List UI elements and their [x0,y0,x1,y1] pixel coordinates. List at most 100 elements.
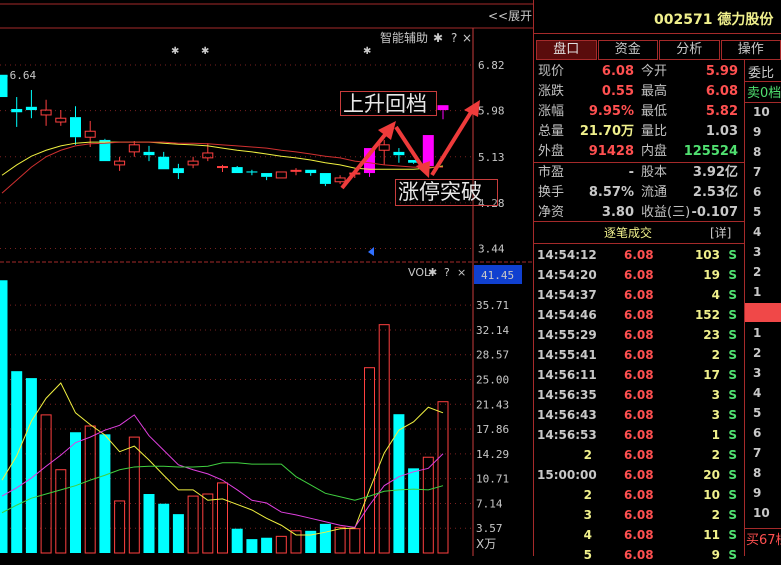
buy-level[interactable]: 4 [753,386,761,400]
expand-button[interactable]: <<展开 [488,9,532,23]
buy-level[interactable]: 9 [753,486,761,500]
tick-row: 14:55:41 6.08 2 S [534,345,742,365]
buy-level[interactable]: 6 [753,426,761,440]
tick-side: S [728,465,737,485]
vol-tick: 21.43 [476,398,509,411]
tick-time: 14:56:43 [537,405,597,425]
quote-value: 3.92亿 [693,163,738,183]
candle [320,173,331,186]
tab-funds[interactable]: 资金 [598,40,659,60]
kline-chart[interactable]: <<展开 智能辅助 ✱ ? × ✱ ✱ ✱ -6.64 6.825.985.13… [0,0,533,556]
sell-level[interactable]: 10 [753,105,770,119]
gear-icon[interactable]: ✱ [428,266,437,279]
tick-time: 14:55:41 [537,345,597,365]
close-icon[interactable]: × [457,266,466,279]
buy-level[interactable]: 8 [753,466,761,480]
candle [11,97,22,127]
sell-level[interactable]: 2 [753,265,761,279]
tick-side: S [728,445,737,465]
tick-seq: 2 [584,445,592,465]
buy-level[interactable]: 1 [753,326,761,340]
star-icon: ✱ [363,46,371,57]
vol-tick: 3.57 [476,522,503,535]
tab-operate[interactable]: 操作 [721,40,781,60]
tick-row: 14:56:35 6.08 3 S [534,385,742,405]
star-markers: ✱ ✱ ✱ [171,46,371,57]
tick-time: 14:56:11 [537,365,597,385]
tick-row: 5 6.08 9 S [534,545,742,565]
price-tick: 3.44 [478,243,505,256]
tick-time: 14:54:46 [537,305,597,325]
max-price-marker: -6.64 [3,69,36,82]
candle [26,90,37,118]
quote-label: 总量 [538,122,564,142]
tick-volume: 17 [703,365,720,385]
volume-bar [393,414,404,553]
tab-analysis[interactable]: 分析 [659,40,720,60]
sell-level[interactable]: 9 [753,125,761,139]
help-icon[interactable]: ? [444,266,450,279]
volume-bar [438,402,448,553]
gear-icon[interactable]: ✱ [433,31,443,45]
quote-value: 9.95% [589,102,634,122]
tick-volume: 152 [695,305,720,325]
tick-price: 6.08 [624,485,654,505]
candle [305,170,316,176]
quote-label: 净资 [538,203,564,223]
volume-bar [276,536,286,553]
tick-volume: 1 [712,425,720,445]
tick-price: 6.08 [624,545,654,565]
buy-level[interactable]: 2 [753,346,761,360]
quote-value: 6.08 [602,62,634,82]
stock-name: 德力股份 [717,12,773,28]
tick-row: 2 6.08 2 S [534,445,742,465]
star-icon: ✱ [201,46,209,57]
tick-time: 14:56:35 [537,385,597,405]
quote-value: 8.57% [589,183,634,203]
volume-bar [158,504,169,553]
sell-level[interactable]: 5 [753,205,761,219]
sell-level[interactable]: 1 [753,285,761,299]
sell-level[interactable]: 3 [753,245,761,259]
tick-price: 6.08 [624,465,654,485]
buy-level[interactable]: 3 [753,366,761,380]
sell-level[interactable]: 6 [753,185,761,199]
help-icon[interactable]: ? [451,31,457,45]
quote-label: 外盘 [538,142,564,162]
quote-row: 换手 8.57% 流通 2.53亿 [534,183,742,203]
stock-code: 002571 [654,12,712,28]
vol-ma-line [2,383,443,535]
sell-level[interactable]: 7 [753,165,761,179]
tab-pankou[interactable]: 盘口 [536,40,597,60]
vol-tick: 28.57 [476,349,509,362]
buy-level[interactable]: 10 [753,506,770,520]
volume-bar [203,494,213,553]
buy-level[interactable]: 5 [753,406,761,420]
assist-label[interactable]: 智能辅助 [380,30,428,45]
close-icon[interactable]: × [462,31,472,45]
buy-level[interactable]: 7 [753,446,761,460]
tick-time: 14:54:37 [537,285,597,305]
tick-volume: 19 [703,265,720,285]
tick-price: 6.08 [624,245,654,265]
sell-levels-label: 卖0档 [747,82,781,101]
tick-volume: 2 [712,505,720,525]
tick-side: S [728,545,737,565]
candle [218,165,228,172]
buy-levels-label: 买67档 [746,529,781,548]
sell-level[interactable]: 8 [753,145,761,159]
sell-level[interactable]: 4 [753,225,761,239]
quote-row: 总量 21.70万 量比 1.03 [534,122,742,142]
price-tick: 5.13 [478,151,505,164]
tick-row: 14:56:43 6.08 3 S [534,405,742,425]
tick-side: S [728,305,737,325]
quote-value: 5.99 [706,62,738,82]
tick-side: S [728,385,737,405]
volume-bar [129,437,139,553]
tick-volume: 103 [695,245,720,265]
ticks-detail-link[interactable]: [详] [710,224,731,241]
volume-bar [85,426,95,553]
quote-value: 2.53亿 [693,183,738,203]
volume-bar [144,494,155,553]
tick-time: 14:56:53 [537,425,597,445]
